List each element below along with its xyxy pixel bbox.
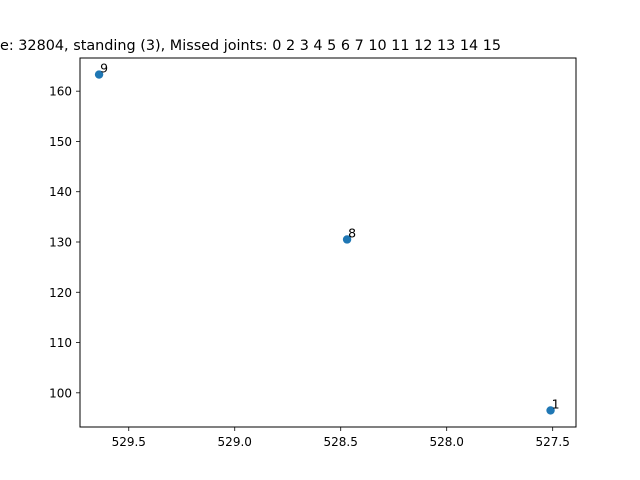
x-axis: 529.5 529.0 528.5 528.0 527.5: [112, 427, 570, 449]
x-tick-label: 528.0: [430, 435, 464, 449]
x-tick-label: 528.5: [324, 435, 358, 449]
x-tick-label: 529.5: [112, 435, 146, 449]
point-label: 9: [100, 61, 108, 76]
x-tick-label: 527.5: [536, 435, 570, 449]
data-point: [342, 235, 352, 244]
y-tick-label: 100: [49, 386, 72, 400]
y-tick-label: 120: [49, 286, 72, 300]
chart-title: e: 32804, standing (3), Missed joints: 0…: [0, 38, 501, 54]
point-label: 8: [348, 225, 356, 240]
plot-area-frame: [79, 57, 577, 428]
y-tick-label: 140: [49, 185, 72, 199]
x-tick-label: 529.0: [218, 435, 252, 449]
data-point: [94, 70, 104, 79]
data-point: [546, 406, 555, 415]
point-label: 1: [552, 396, 560, 411]
y-tick-label: 110: [49, 336, 72, 350]
y-tick-label: 150: [49, 135, 72, 149]
y-tick-label: 160: [49, 85, 72, 99]
data-points: 1 8 9: [94, 61, 560, 415]
y-axis: 100 110 120 130 140 150 160: [49, 85, 80, 400]
y-tick-label: 130: [49, 235, 72, 249]
